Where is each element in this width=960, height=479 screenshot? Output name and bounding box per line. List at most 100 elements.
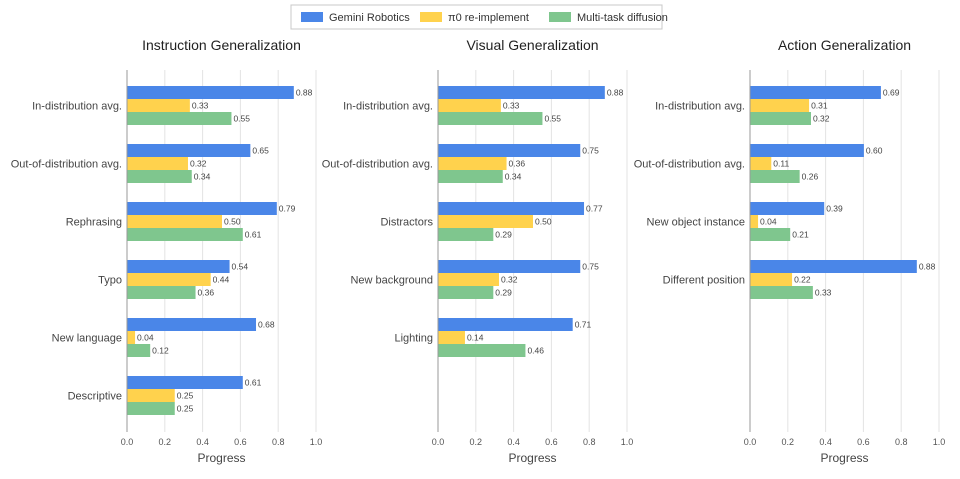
bar-0-re-implement [438,331,465,344]
value-label: 0.55 [233,114,250,124]
category-label: Out-of-distribution avg. [11,159,122,171]
bar-0-re-implement [750,99,810,112]
category-label: Different position [663,275,745,287]
value-label: 0.88 [296,88,313,98]
bar-multi-task-diffusion [438,112,543,125]
value-label: 0.21 [792,230,809,240]
bar-0-re-implement [127,157,188,170]
bar-multi-task-diffusion [438,344,526,357]
bar-gemini-robotics [750,260,917,273]
x-axis-title: Progress [820,451,868,465]
x-tick-label: 0.4 [196,437,209,447]
category-label: In-distribution avg. [655,101,745,113]
value-label: 0.32 [813,114,830,124]
value-label: 0.25 [177,391,194,401]
bar-multi-task-diffusion [750,170,800,183]
bar-multi-task-diffusion [438,170,503,183]
legend-label-multi-task-diffusion: Multi-task diffusion [577,12,668,24]
value-label: 0.33 [192,101,209,111]
bar-gemini-robotics [750,144,864,157]
value-label: 0.50 [535,217,552,227]
bar-0-re-implement [438,273,499,286]
category-label: Out-of-distribution avg. [634,159,745,171]
panel-title: Instruction Generalization [142,37,301,53]
bar-gemini-robotics [750,202,825,215]
value-label: 0.46 [527,346,544,356]
panel-visual-generalization: Visual Generalization 0.0 0.2 0.4 0.6 0.8 1.0 P… [322,37,634,465]
value-label: 0.68 [258,320,275,330]
bar-multi-task-diffusion [750,112,811,125]
bar-0-re-implement [127,215,222,228]
bar-0-re-implement [438,99,501,112]
bar-multi-task-diffusion [438,228,494,241]
bar-gemini-robotics [127,202,277,215]
value-label: 0.31 [811,101,828,111]
value-label: 0.61 [245,378,262,388]
bar-gemini-robotics [127,260,230,273]
legend-swatch-gemini-robotics [301,12,323,22]
x-tick-label: 0.2 [470,437,483,447]
value-label: 0.44 [213,275,230,285]
value-label: 0.26 [802,172,819,182]
value-label: 0.22 [794,275,811,285]
panel-action-generalization: Action Generalization 0.0 0.2 0.4 0.6 0.8 1.0 P… [634,37,946,465]
bar-0-re-implement [127,99,190,112]
value-label: 0.61 [245,230,262,240]
x-tick-label: 1.0 [621,437,634,447]
x-tick-label: 0.6 [545,437,558,447]
x-tick-label: 1.0 [310,437,323,447]
bar-gemini-robotics [750,86,881,99]
category-label: Lighting [394,333,433,345]
panel-title: Action Generalization [778,37,911,53]
x-axis-title: Progress [508,451,556,465]
value-label: 0.79 [279,204,296,214]
chart-panels: Instruction Generalization 0.0 0.2 0.4 0.6 0.… [11,37,946,465]
panel-title: Visual Generalization [466,37,598,53]
x-tick-label: 0.6 [234,437,247,447]
value-label: 0.69 [883,88,900,98]
value-label: 0.34 [505,172,522,182]
x-tick-label: 0.4 [507,437,520,447]
value-label: 0.54 [232,262,249,272]
panel-instruction-generalization: Instruction Generalization 0.0 0.2 0.4 0.6 0.… [11,37,323,465]
bar-0-re-implement [127,273,211,286]
bar-multi-task-diffusion [750,286,813,299]
category-label: Rephrasing [66,217,122,229]
x-tick-label: 0.0 [432,437,445,447]
bar-gemini-robotics [127,376,243,389]
value-label: 0.65 [252,146,269,156]
value-label: 0.88 [919,262,936,272]
x-tick-label: 0.6 [857,437,870,447]
bar-gemini-robotics [438,260,581,273]
bar-gemini-robotics [127,86,294,99]
legend: Gemini Robotics π0 re-implement Multi-task… [290,4,668,30]
category-label: Descriptive [68,391,122,403]
x-tick-label: 0.8 [272,437,285,447]
x-tick-label: 0.8 [583,437,596,447]
bar-0-re-implement [750,215,759,228]
value-label: 0.36 [198,288,215,298]
bar-0-re-implement [127,389,175,402]
value-label: 0.04 [137,333,154,343]
bar-0-re-implement [438,157,507,170]
bar-gemini-robotics [438,202,585,215]
value-label: 0.75 [582,146,599,156]
x-tick-label: 0.8 [895,437,908,447]
value-label: 0.50 [224,217,241,227]
value-label: 0.88 [607,88,624,98]
x-tick-label: 0.4 [819,437,832,447]
bar-0-re-implement [750,157,772,170]
legend-box [290,4,663,30]
bar-multi-task-diffusion [127,344,151,357]
legend-label-0-re-implement: π0 re-implement [448,12,529,24]
value-label: 0.75 [582,262,599,272]
bar-0-re-implement [750,273,793,286]
value-label: 0.36 [509,159,526,169]
value-label: 0.60 [866,146,883,156]
value-label: 0.12 [152,346,169,356]
category-label: Typo [98,275,122,287]
bar-multi-task-diffusion [127,112,232,125]
value-label: 0.14 [467,333,484,343]
value-label: 0.55 [544,114,561,124]
x-tick-label: 0.0 [744,437,757,447]
